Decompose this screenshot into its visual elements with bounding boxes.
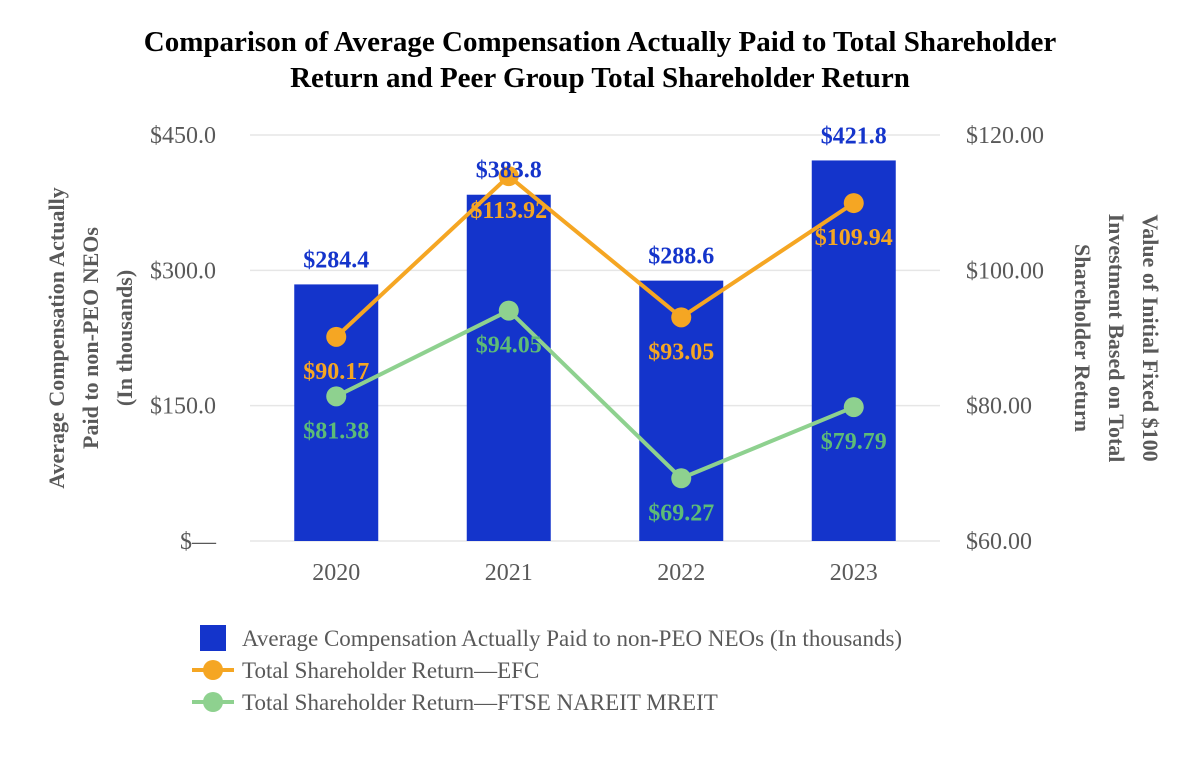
right-axis-title-line: Investment Based on Total xyxy=(1104,214,1129,463)
bar xyxy=(811,160,896,541)
left-tick-label: $— xyxy=(180,529,217,555)
legend-swatch-marker xyxy=(203,660,223,680)
right-tick-label: $120.00 xyxy=(966,123,1044,149)
efc-point xyxy=(498,166,519,187)
chart-title-line: Return and Peer Group Total Shareholder … xyxy=(290,62,910,94)
bar-data-label: $383.8 xyxy=(476,158,542,184)
data-labels: $284.4 $383.8 $288.6 $421.8 $90.17 $113.92 $93… xyxy=(303,123,893,526)
left-tick-label: $300.0 xyxy=(150,258,216,284)
efc-data-label: $109.94 xyxy=(815,225,893,251)
bar-data-label: $288.6 xyxy=(648,244,714,270)
ftse-data-label: $81.38 xyxy=(303,418,369,444)
ftse-point xyxy=(326,386,347,407)
x-tick-label: 2023 xyxy=(830,560,878,586)
efc-point xyxy=(843,193,864,214)
efc-line xyxy=(334,174,855,339)
right-tick-label: $100.00 xyxy=(966,258,1044,284)
left-axis-title-line: Paid to non-PEO NEOs xyxy=(78,227,103,449)
left-tick-label: $150.0 xyxy=(150,394,216,420)
bar-data-label: $284.4 xyxy=(303,247,369,273)
ftse-data-label: $79.79 xyxy=(821,429,887,455)
ftse-line xyxy=(335,308,855,481)
right-axis-title-line: Shareholder Return xyxy=(1070,244,1095,432)
legend-label-bar: Average Compensation Actually Paid to no… xyxy=(242,626,902,651)
efc-data-label: $90.17 xyxy=(303,359,369,385)
chart-title: Comparison of Average Compensation Actua… xyxy=(144,26,1057,94)
line-series xyxy=(326,166,864,489)
chart-title-line: Comparison of Average Compensation Actua… xyxy=(144,26,1057,58)
bar-series xyxy=(294,160,896,541)
left-axis-title-line: (In thousands) xyxy=(112,270,137,406)
legend-label-efc: Total Shareholder Return—EFC xyxy=(242,658,539,683)
x-tick-label: 2021 xyxy=(485,560,533,586)
right-axis: $60.00 $80.00 $100.00 $120.00 Value of Initi… xyxy=(966,123,1163,555)
bar-data-label: $421.8 xyxy=(821,123,887,149)
legend-label-ftse: Total Shareholder Return—FTSE NAREIT MRE… xyxy=(242,690,718,715)
right-axis-title-line: Value of Initial Fixed $100 xyxy=(1138,214,1163,461)
x-tick-label: 2020 xyxy=(312,560,360,586)
x-tick-label: 2022 xyxy=(657,560,705,586)
efc-point xyxy=(671,307,692,328)
left-axis-title-line: Average Compensation Actually xyxy=(44,187,69,488)
ftse-point xyxy=(498,300,519,321)
legend-swatch-bar xyxy=(200,625,226,651)
legend-swatch-marker xyxy=(203,692,223,712)
left-axis-title: Average Compensation Actually Paid to non… xyxy=(44,187,137,488)
x-axis: 2020 2021 2022 2023 xyxy=(312,560,878,586)
right-tick-label: $60.00 xyxy=(966,529,1032,555)
ftse-data-label: $69.27 xyxy=(648,500,714,526)
legend: Average Compensation Actually Paid to no… xyxy=(192,625,902,715)
efc-data-label: $113.92 xyxy=(470,198,547,224)
ftse-point xyxy=(843,397,864,418)
efc-data-label: $93.05 xyxy=(648,339,714,365)
bar xyxy=(294,284,379,541)
right-axis-title: Value of Initial Fixed $100 Investment Ba… xyxy=(1070,214,1163,463)
left-axis: $— $150.0 $300.0 $450.0 Average Compensation… xyxy=(44,123,217,555)
right-tick-label: $80.00 xyxy=(966,394,1032,420)
ftse-data-label: $94.05 xyxy=(476,333,542,359)
ftse-point xyxy=(671,468,692,489)
efc-point xyxy=(326,326,347,347)
bar xyxy=(466,194,551,541)
left-tick-label: $450.0 xyxy=(150,123,216,149)
